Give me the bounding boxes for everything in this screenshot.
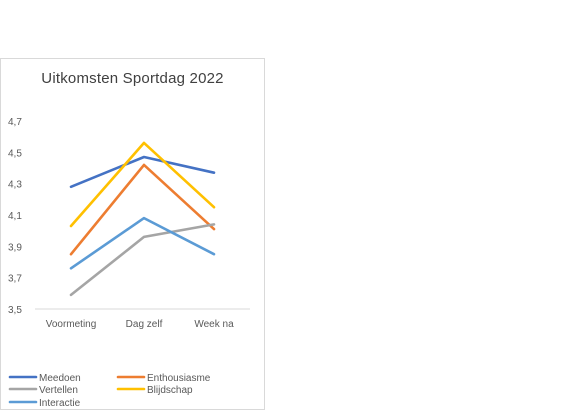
legend: Meedoen Enthousiasme Vertellen Blijdschap In… xyxy=(8,373,211,409)
legend-label: Interactie xyxy=(39,398,81,409)
axes: 3,5 3,7 3,9 4,1 4,3 4,5 4,7 Voormeting Dag zelf W… xyxy=(8,117,250,330)
legend-label: Meedoen xyxy=(39,373,81,384)
series-line-meedoen xyxy=(69,155,216,189)
series-line-blijdschap xyxy=(69,141,216,228)
chart-area xyxy=(0,58,265,410)
x-tick-label: Dag zelf xyxy=(126,319,163,330)
x-tick-label: Week na xyxy=(194,319,234,330)
y-tick-label: 3,7 xyxy=(8,274,22,285)
legend-label: Blijdschap xyxy=(147,385,193,396)
series-line-vertellen xyxy=(69,223,216,297)
legend-label: Enthousiasme xyxy=(147,373,211,384)
series-line-interactie xyxy=(69,216,216,270)
chart-title: Uitkomsten Sportdag 2022 xyxy=(41,70,224,87)
y-tick-label: 4,5 xyxy=(8,148,22,159)
y-tick-label: 4,3 xyxy=(8,180,22,191)
y-tick-label: 4,7 xyxy=(8,117,22,128)
y-tick-label: 3,5 xyxy=(8,305,22,316)
series-lines xyxy=(69,141,216,297)
x-tick-label: Voormeting xyxy=(46,319,97,330)
y-tick-label: 3,9 xyxy=(8,242,22,253)
series-line-enthousiasme xyxy=(69,163,216,256)
y-tick-label: 4,1 xyxy=(8,211,22,222)
legend-label: Vertellen xyxy=(39,385,78,396)
